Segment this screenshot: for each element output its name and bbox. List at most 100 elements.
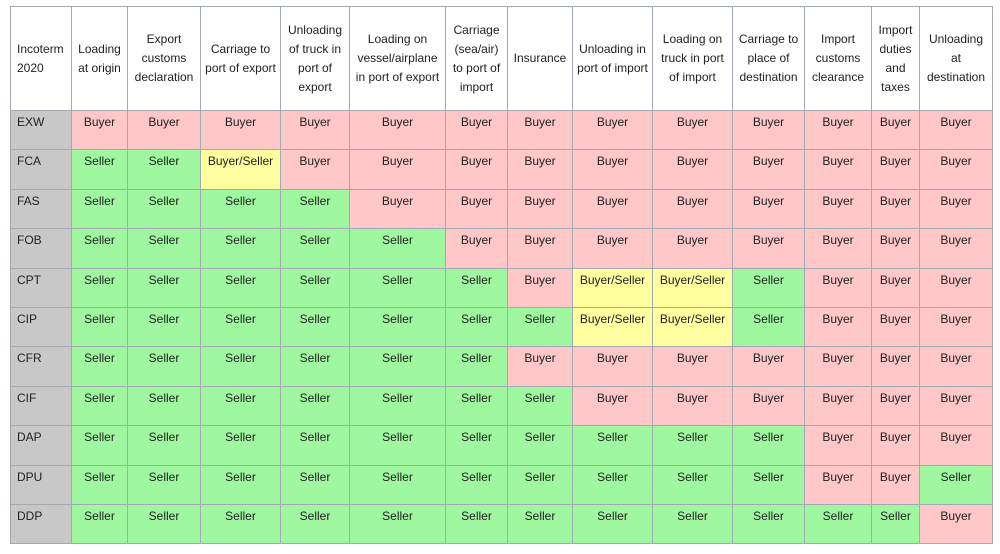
responsibility-cell: Seller — [127, 425, 201, 466]
responsibility-cell: Buyer — [507, 149, 573, 190]
table-row: EXW Buyer Buyer Buyer Buyer Buyer Buyer Buyer Bu… — [10, 109, 993, 151]
table-row: FOB Seller Seller Seller Seller Seller Buyer Bu… — [10, 228, 993, 269]
responsibility-cell: Buyer — [804, 228, 872, 269]
responsibility-cell: Seller — [280, 464, 350, 505]
responsibility-cell: Seller — [732, 306, 805, 348]
responsibility-cell: Seller — [127, 306, 201, 348]
responsibility-cell: Buyer — [804, 306, 872, 348]
responsibility-cell: Seller — [127, 503, 201, 545]
responsibility-cell: Buyer — [804, 464, 872, 505]
responsibility-cell: Seller — [71, 346, 128, 387]
incoterm-label: EXW — [10, 109, 72, 151]
column-header: Carriage to place of destination — [732, 6, 805, 111]
responsibility-cell: Seller — [652, 503, 733, 545]
responsibility-cell: Buyer — [919, 149, 993, 190]
responsibility-cell: Seller — [200, 346, 281, 387]
column-header: Loading at origin — [71, 6, 128, 111]
responsibility-cell: Buyer — [871, 188, 920, 230]
incoterm-label: FAS — [10, 188, 72, 230]
column-header: Export customs declaration — [127, 6, 201, 111]
responsibility-cell: Seller — [280, 188, 350, 230]
table-row: FAS Seller Seller Seller Seller Buyer Buyer Buy… — [10, 188, 993, 230]
table-row: CIF Seller Seller Seller Seller Seller Seller S… — [10, 385, 993, 427]
responsibility-cell: Buyer — [280, 149, 350, 190]
responsibility-cell: Seller — [200, 267, 281, 308]
responsibility-cell: Seller — [507, 425, 573, 466]
responsibility-cell: Buyer — [919, 306, 993, 348]
responsibility-cell: Buyer — [871, 306, 920, 348]
responsibility-cell: Seller — [200, 306, 281, 348]
responsibility-cell: Buyer/Seller — [572, 306, 653, 348]
responsibility-cell: Seller — [349, 228, 446, 269]
responsibility-cell: Buyer — [507, 109, 573, 151]
responsibility-cell: Seller — [652, 425, 733, 466]
column-header: Loading on truck in port of import — [652, 6, 733, 111]
incoterm-label: CFR — [10, 346, 72, 387]
responsibility-cell: Seller — [280, 306, 350, 348]
responsibility-cell: Buyer — [572, 188, 653, 230]
responsibility-cell: Buyer — [349, 109, 446, 151]
column-header: Unloading in port of import — [572, 6, 653, 111]
responsibility-cell: Seller — [71, 425, 128, 466]
column-header: Unloading of truck in port of export — [280, 6, 350, 111]
responsibility-cell: Buyer — [572, 346, 653, 387]
responsibility-cell: Buyer — [507, 228, 573, 269]
responsibility-cell: Seller — [349, 464, 446, 505]
responsibility-cell: Seller — [127, 385, 201, 427]
responsibility-cell: Seller — [71, 464, 128, 505]
incoterm-label: FCA — [10, 149, 72, 190]
responsibility-cell: Seller — [349, 503, 446, 545]
table-header: Incoterm 2020 Loading at origin Export cus… — [10, 6, 993, 111]
responsibility-cell: Buyer — [732, 385, 805, 427]
responsibility-cell: Seller — [280, 228, 350, 269]
responsibility-cell: Seller — [280, 346, 350, 387]
responsibility-cell: Buyer — [919, 228, 993, 269]
responsibility-cell: Buyer — [804, 385, 872, 427]
header-row: Incoterm 2020 Loading at origin Export cus… — [10, 6, 993, 111]
responsibility-cell: Seller — [445, 385, 508, 427]
responsibility-cell: Buyer — [652, 346, 733, 387]
responsibility-cell: Buyer — [507, 267, 573, 308]
responsibility-cell: Seller — [71, 149, 128, 190]
responsibility-cell: Buyer — [445, 228, 508, 269]
responsibility-cell: Seller — [200, 503, 281, 545]
responsibility-cell: Buyer/Seller — [200, 149, 281, 190]
responsibility-cell: Buyer — [71, 109, 128, 151]
responsibility-cell: Buyer — [804, 149, 872, 190]
responsibility-cell: Buyer — [652, 109, 733, 151]
responsibility-cell: Buyer — [732, 149, 805, 190]
responsibility-cell: Seller — [71, 503, 128, 545]
incoterm-label: DDP — [10, 503, 72, 545]
responsibility-cell: Buyer — [572, 228, 653, 269]
table-row: CPT Seller Seller Seller Seller Seller Seller B… — [10, 267, 993, 308]
column-header: Carriage (sea/air) to port of import — [445, 6, 508, 111]
responsibility-cell: Seller — [572, 503, 653, 545]
column-header: Insurance — [507, 6, 573, 111]
responsibility-cell: Buyer — [871, 464, 920, 505]
responsibility-cell: Buyer — [919, 188, 993, 230]
responsibility-cell: Buyer — [919, 346, 993, 387]
responsibility-cell: Buyer — [732, 346, 805, 387]
responsibility-cell: Seller — [71, 306, 128, 348]
responsibility-cell: Buyer — [652, 149, 733, 190]
responsibility-cell: Buyer — [349, 149, 446, 190]
responsibility-cell: Buyer — [871, 346, 920, 387]
table-row: CIP Seller Seller Seller Seller Seller Seller S… — [10, 306, 993, 348]
responsibility-cell: Seller — [572, 464, 653, 505]
responsibility-cell: Seller — [507, 503, 573, 545]
responsibility-cell: Buyer — [127, 109, 201, 151]
responsibility-cell: Buyer — [919, 385, 993, 427]
responsibility-cell: Buyer/Seller — [572, 267, 653, 308]
responsibility-cell: Seller — [280, 503, 350, 545]
responsibility-cell: Buyer — [732, 228, 805, 269]
responsibility-cell: Seller — [200, 228, 281, 269]
responsibility-cell: Buyer — [652, 385, 733, 427]
responsibility-cell: Buyer — [349, 188, 446, 230]
responsibility-cell: Buyer — [871, 425, 920, 466]
table-body: EXW Buyer Buyer Buyer Buyer Buyer Buyer Buyer Bu… — [10, 109, 993, 545]
responsibility-cell: Buyer — [919, 503, 993, 545]
responsibility-cell: Seller — [200, 425, 281, 466]
responsibility-cell: Seller — [71, 385, 128, 427]
column-header: Unloading at destination — [919, 6, 993, 111]
responsibility-cell: Buyer — [919, 109, 993, 151]
